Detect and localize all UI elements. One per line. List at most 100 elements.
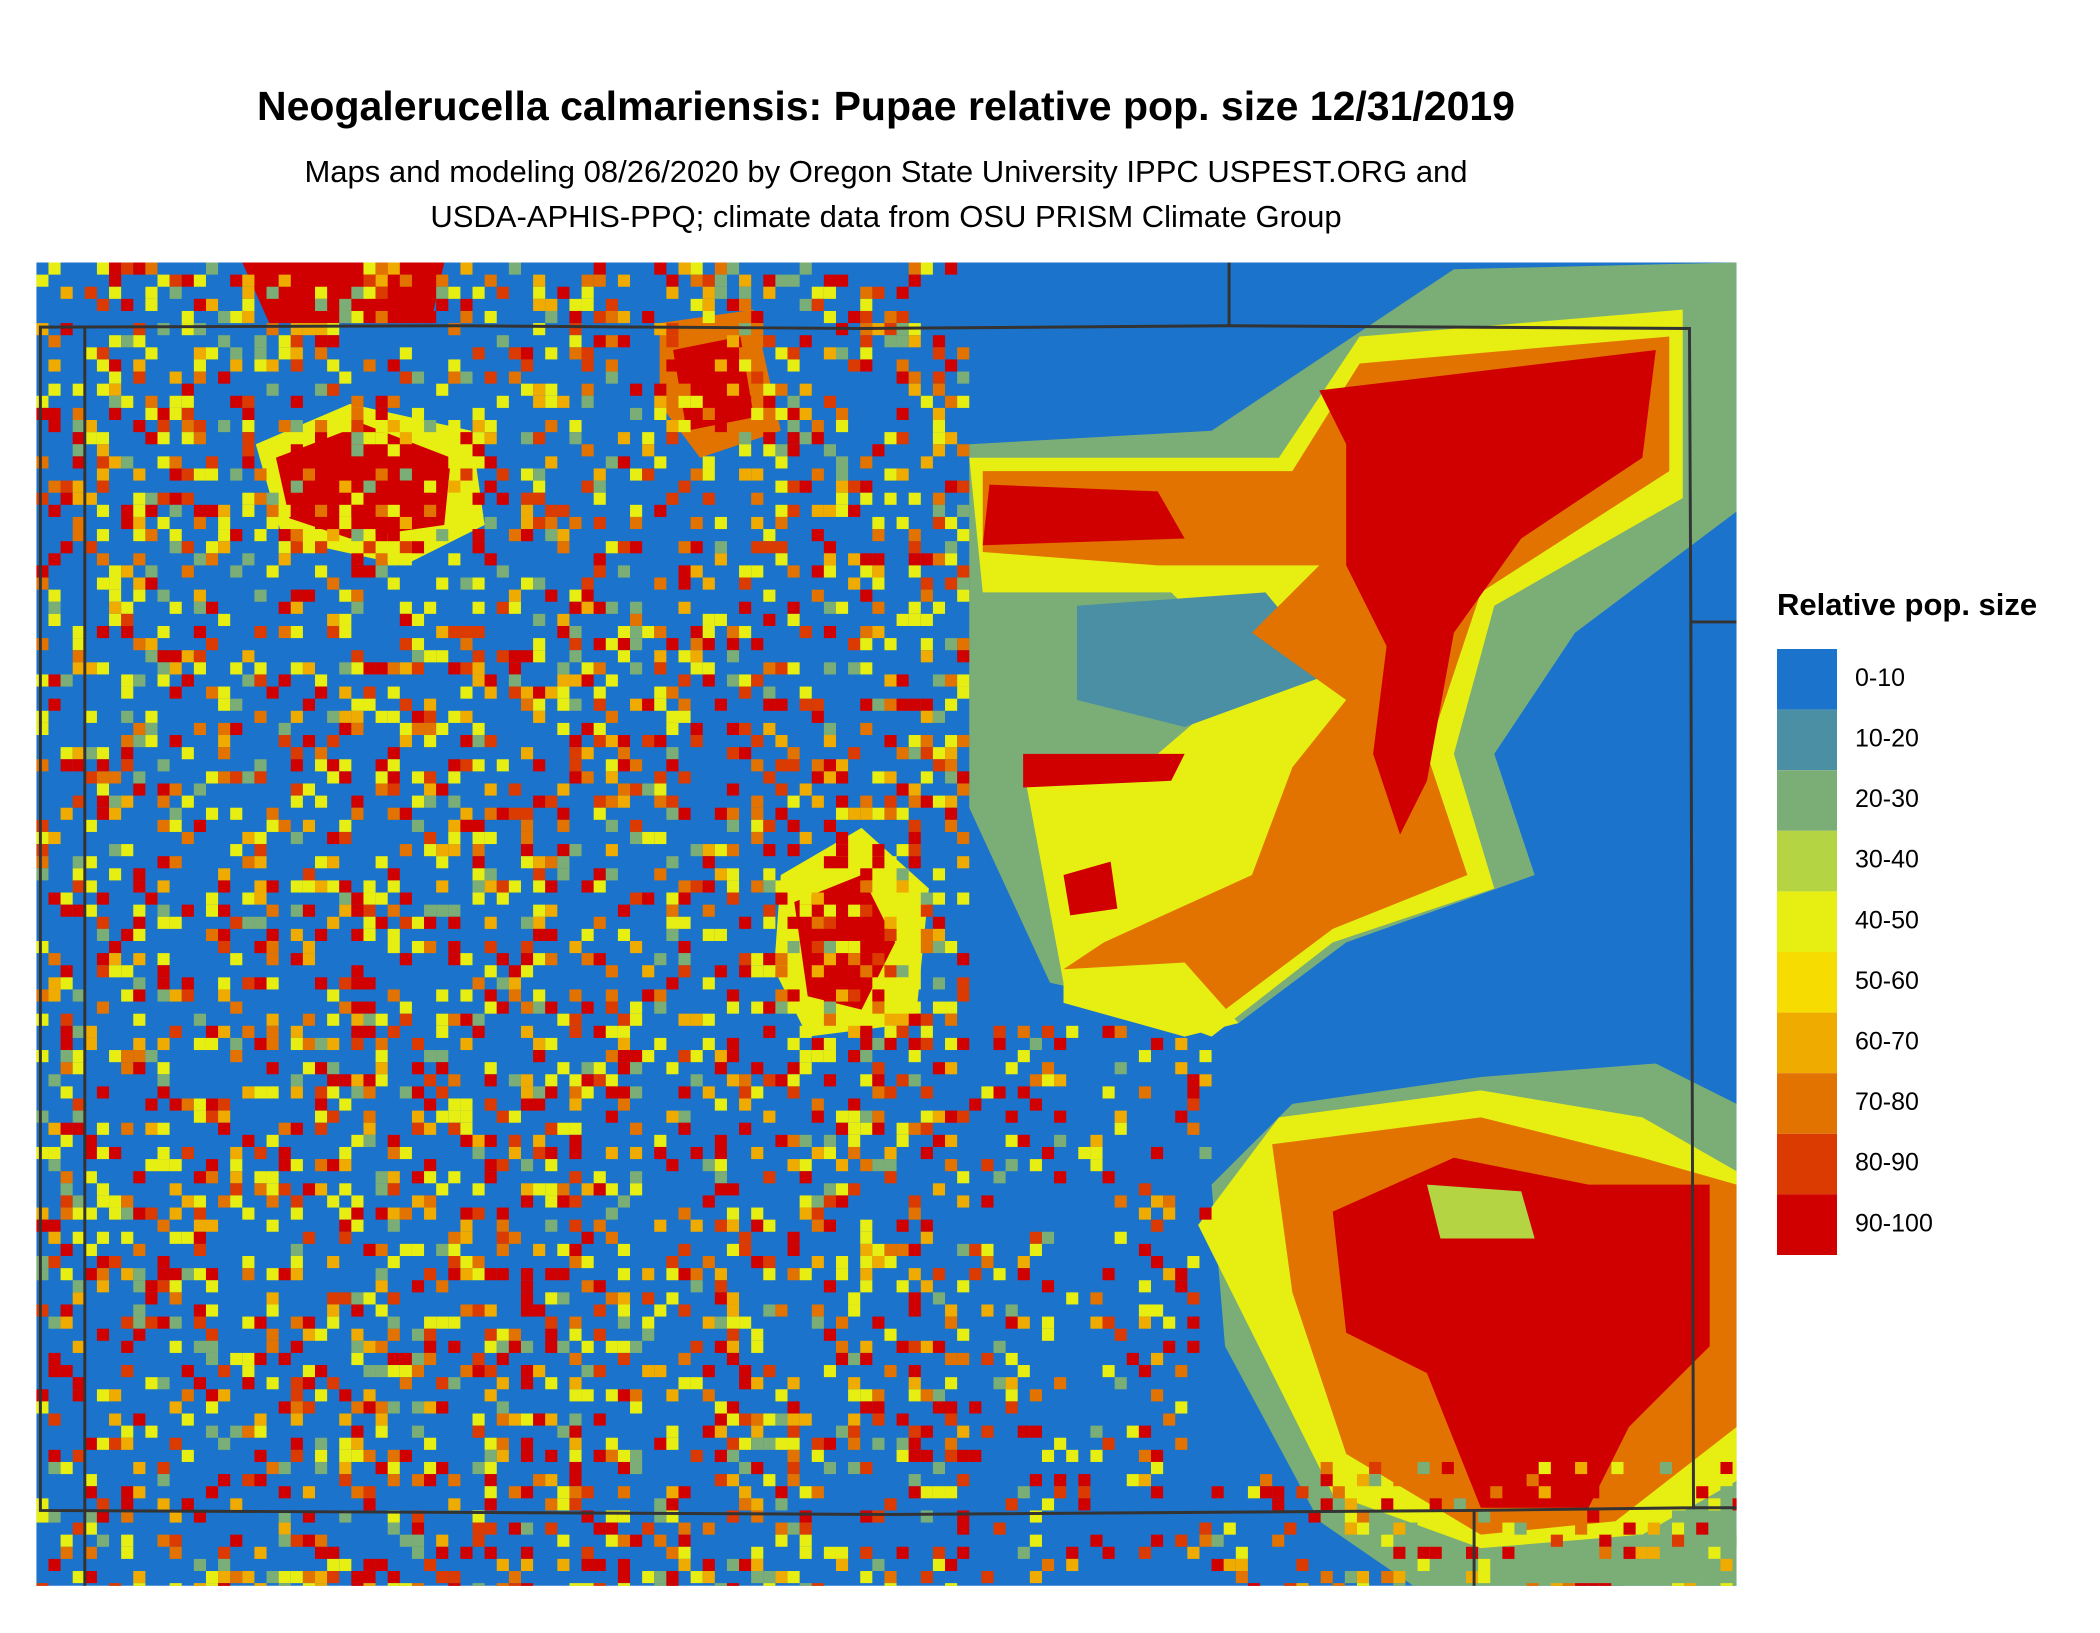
raster-cell xyxy=(399,807,412,820)
map-region xyxy=(982,484,1185,546)
raster-cell xyxy=(945,1037,958,1051)
raster-cell xyxy=(254,674,267,687)
raster-cell xyxy=(290,1377,303,1390)
raster-cell xyxy=(642,1292,655,1305)
raster-cell xyxy=(823,274,836,287)
raster-cell xyxy=(36,1013,49,1026)
raster-cell xyxy=(666,747,679,760)
raster-cell xyxy=(605,456,618,469)
raster-cell xyxy=(436,856,449,869)
raster-cell xyxy=(726,1050,740,1063)
raster-cell xyxy=(375,420,388,433)
raster-cell xyxy=(1272,1498,1285,1511)
raster-cell xyxy=(545,347,558,360)
raster-cell xyxy=(823,722,836,736)
raster-cell xyxy=(84,1025,97,1038)
raster-cell xyxy=(848,1377,861,1390)
raster-cell xyxy=(714,541,727,554)
raster-cell xyxy=(60,323,73,336)
raster-cell xyxy=(230,771,243,784)
raster-cell xyxy=(617,1195,631,1208)
raster-cell xyxy=(702,844,715,857)
raster-cell xyxy=(787,480,800,493)
raster-cell xyxy=(72,1389,85,1402)
raster-cell xyxy=(569,1583,582,1586)
raster-cell xyxy=(533,395,546,408)
raster-cell xyxy=(775,407,788,421)
raster-cell xyxy=(193,1037,206,1051)
raster-cell xyxy=(533,953,546,966)
raster-cell xyxy=(96,892,110,905)
raster-cell xyxy=(1151,1219,1164,1232)
raster-cell xyxy=(920,1146,933,1160)
raster-cell xyxy=(133,1280,146,1293)
raster-cell xyxy=(593,565,606,578)
raster-cell xyxy=(205,456,219,469)
raster-cell xyxy=(581,286,594,299)
raster-cell xyxy=(278,819,291,832)
raster-cell xyxy=(654,456,667,469)
raster-cell xyxy=(363,432,376,445)
raster-cell xyxy=(848,1098,861,1111)
raster-cell xyxy=(254,1037,267,1051)
raster-cell xyxy=(351,662,364,675)
raster-cell xyxy=(739,1365,752,1378)
raster-cell xyxy=(569,747,582,760)
raster-cell xyxy=(896,880,909,893)
raster-cell xyxy=(1247,1583,1261,1586)
raster-cell xyxy=(121,565,134,578)
raster-cell xyxy=(1708,1546,1721,1559)
raster-cell xyxy=(315,1389,328,1402)
raster-cell xyxy=(945,1062,958,1075)
raster-cell xyxy=(617,274,631,287)
raster-cell xyxy=(872,953,885,966)
raster-cell xyxy=(351,1086,364,1099)
raster-cell xyxy=(799,1062,812,1075)
raster-cell xyxy=(84,420,97,433)
raster-cell xyxy=(278,529,291,542)
raster-cell xyxy=(278,1522,291,1535)
raster-cell xyxy=(848,1146,861,1160)
raster-cell xyxy=(605,735,618,748)
raster-cell xyxy=(654,1534,667,1547)
raster-cell xyxy=(205,904,219,917)
raster-cell xyxy=(945,759,958,772)
raster-cell xyxy=(775,1389,788,1402)
raster-cell xyxy=(48,831,61,845)
raster-cell xyxy=(121,1195,134,1208)
raster-cell xyxy=(72,1571,85,1584)
raster-cell xyxy=(411,298,425,311)
raster-cell xyxy=(436,1025,449,1038)
raster-cell xyxy=(411,1086,425,1099)
raster-cell xyxy=(860,565,873,578)
legend-label: 20-30 xyxy=(1855,785,1919,813)
raster-cell xyxy=(739,916,752,929)
raster-cell xyxy=(145,1377,158,1390)
raster-cell xyxy=(339,1413,352,1426)
raster-cell xyxy=(860,698,873,711)
raster-cell xyxy=(218,1110,231,1123)
raster-cell xyxy=(96,759,110,772)
raster-cell xyxy=(145,722,158,736)
raster-cell xyxy=(290,1159,303,1172)
raster-cell xyxy=(448,420,461,433)
raster-cell xyxy=(484,1074,497,1087)
raster-cell xyxy=(557,1013,570,1026)
raster-cell xyxy=(545,928,558,941)
raster-cell xyxy=(48,383,61,396)
raster-cell xyxy=(678,1110,691,1123)
raster-cell xyxy=(654,577,667,590)
raster-cell xyxy=(121,1534,134,1547)
raster-cell xyxy=(484,807,497,820)
raster-cell xyxy=(945,771,958,784)
raster-cell xyxy=(690,1340,703,1353)
raster-cell xyxy=(448,1583,461,1586)
raster-cell xyxy=(315,383,328,396)
raster-cell xyxy=(835,1425,849,1438)
raster-cell xyxy=(945,1304,958,1317)
raster-cell xyxy=(666,420,679,433)
raster-cell xyxy=(96,916,110,929)
raster-cell xyxy=(302,1583,316,1586)
raster-cell xyxy=(932,1558,946,1572)
raster-cell xyxy=(339,722,352,736)
